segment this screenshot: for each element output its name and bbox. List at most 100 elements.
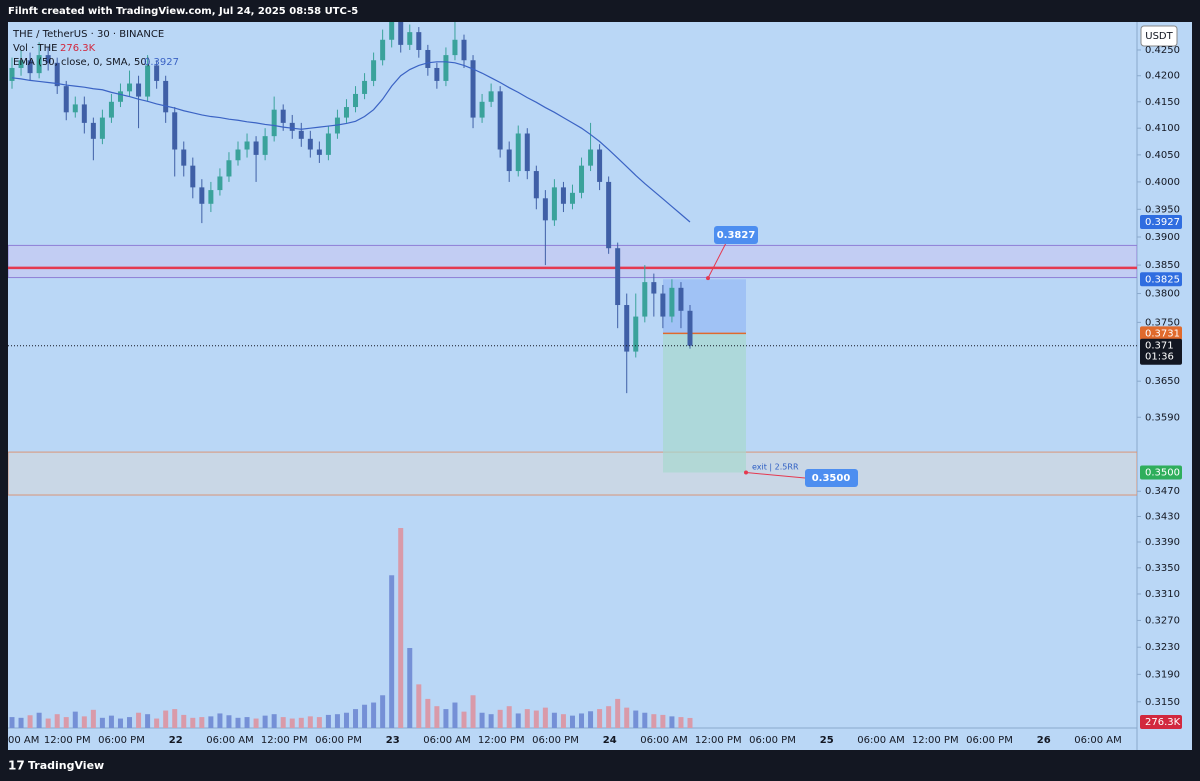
footer-brand[interactable]: TradingView <box>28 759 104 772</box>
volume-bar <box>36 712 42 728</box>
candle-body <box>398 22 404 45</box>
candle-body <box>551 187 557 221</box>
candle-body <box>533 171 539 199</box>
x-tick-label: 00 AM <box>8 735 39 746</box>
candle-body <box>90 122 96 139</box>
y-tick-label: 0.3900 <box>1145 232 1180 243</box>
candle-body <box>217 176 223 191</box>
legend-title: THE / TetherUS · 30 · BINANCE <box>12 29 164 40</box>
last-price-tag <box>1140 338 1182 365</box>
candle-body <box>181 149 187 166</box>
candle-body <box>63 86 69 113</box>
volume-bar <box>660 714 666 728</box>
y-tick-label: 0.3310 <box>1145 589 1180 600</box>
candle-body <box>226 160 232 177</box>
candle-body <box>687 310 693 346</box>
resistance-zone <box>8 244 1137 279</box>
support-zone <box>8 451 1137 496</box>
candle-body <box>136 83 142 97</box>
candle-body <box>45 55 51 63</box>
volume-bar <box>253 718 259 728</box>
x-tick-label: 26 <box>1037 735 1051 746</box>
volume-bar <box>271 714 277 728</box>
volume-bar <box>425 698 431 728</box>
candle-body <box>669 287 675 317</box>
currency-label[interactable]: USDT <box>1145 31 1173 42</box>
candle-body <box>54 62 60 87</box>
volume-bar <box>316 717 322 728</box>
volume-bar <box>18 717 24 728</box>
price-tag <box>1140 326 1182 341</box>
x-tick-label: 12:00 PM <box>912 735 959 746</box>
volume-bar <box>54 714 60 728</box>
candle-body <box>615 248 621 306</box>
candle-body <box>271 109 277 137</box>
candle-body <box>624 305 630 352</box>
candle-body <box>497 91 503 150</box>
currency-button[interactable] <box>1140 25 1178 47</box>
chart-background <box>8 22 1192 750</box>
volume-bar <box>181 714 187 728</box>
candle-body <box>579 165 585 193</box>
last-price-label: 0.371 <box>1145 341 1174 352</box>
volume-bar <box>334 714 340 728</box>
candle-body <box>389 22 395 40</box>
candle-body <box>72 104 78 113</box>
volume-bar <box>560 714 566 728</box>
y-tick-label: 0.3390 <box>1145 537 1180 548</box>
legend-ma-value: 0.3927 <box>144 57 179 68</box>
price-tag-label: 0.3731 <box>1145 328 1180 339</box>
candle-body <box>524 133 530 172</box>
volume-bar <box>407 648 413 728</box>
volume-bar <box>325 714 331 728</box>
volume-bar <box>497 709 503 728</box>
y-tick-label: 0.3650 <box>1145 376 1180 387</box>
y-tick-label: 0.3590 <box>1145 412 1180 423</box>
volume-bar <box>633 710 639 728</box>
candle-body <box>678 287 684 311</box>
volume-bar <box>687 717 693 728</box>
candle-body <box>9 67 15 81</box>
candle-body <box>127 83 133 92</box>
candle-body <box>163 80 169 113</box>
candle-body <box>660 293 666 317</box>
volume-bar <box>172 709 178 728</box>
callout-label: 0.3827 <box>717 230 756 241</box>
volume-bar <box>569 715 575 728</box>
volume-bar <box>579 713 585 728</box>
volume-bar <box>524 709 530 728</box>
volume-bar <box>353 709 359 728</box>
volume-bar <box>606 706 612 728</box>
candle-body <box>569 192 575 204</box>
callout-dot <box>706 276 710 281</box>
candle-body <box>651 282 657 294</box>
volume-bar <box>380 695 386 728</box>
x-tick-label: 06:00 AM <box>1074 735 1121 746</box>
x-tick-label: 12:00 PM <box>478 735 525 746</box>
volume-bar <box>72 711 78 728</box>
volume-bar <box>145 714 151 728</box>
volume-bar <box>416 684 422 728</box>
exit-dot <box>744 470 748 475</box>
callout-pointer <box>707 242 727 279</box>
target-box <box>805 469 858 487</box>
x-tick-label: 06:00 AM <box>640 735 687 746</box>
candle-body <box>633 316 639 352</box>
target-tag <box>1140 465 1182 480</box>
y-tick-label: 0.3230 <box>1145 642 1180 653</box>
volume-bar <box>615 698 621 728</box>
candle-body <box>172 112 178 150</box>
y-tick-label: 0.4050 <box>1145 150 1180 161</box>
volume-bar <box>443 709 449 728</box>
volume-bar <box>642 712 648 728</box>
x-tick-label: 12:00 PM <box>695 735 742 746</box>
candle-body <box>588 149 594 166</box>
y-tick-label: 0.3850 <box>1145 260 1180 271</box>
volume-bar <box>651 714 657 728</box>
legend-volume-name: Vol · THE <box>13 43 57 54</box>
header-credit: Filnft created with TradingView.com, Jul… <box>8 6 358 17</box>
x-tick-label: 12:00 PM <box>44 735 91 746</box>
candle-body <box>407 32 413 45</box>
y-tick-label: 0.3750 <box>1145 317 1180 328</box>
volume-bar <box>398 528 404 728</box>
